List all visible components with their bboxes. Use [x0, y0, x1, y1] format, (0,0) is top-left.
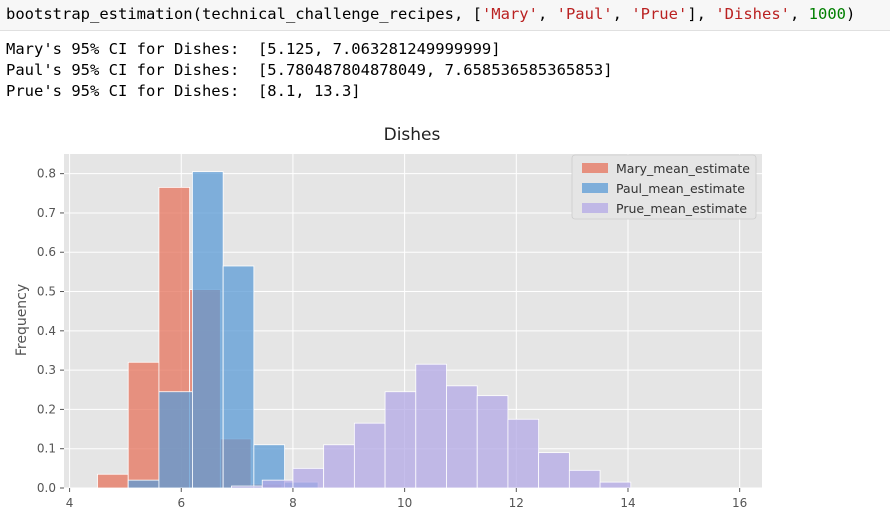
legend-label: Paul_mean_estimate — [616, 181, 745, 196]
cell-output: Mary's 95% CI for Dishes: [5.125, 7.0632… — [6, 39, 613, 102]
legend-label: Mary_mean_estimate — [616, 161, 750, 176]
y-tick-label: 0.2 — [37, 402, 56, 416]
histogram-chart: Dishes 4 6 8 10 12 14 16 0.0 0.1 0.2 0.3 0.4 0.5 0.6 0… — [14, 125, 762, 510]
separator: , — [537, 5, 557, 23]
output-line-mary: Mary's 95% CI for Dishes: [5.125, 7.0632… — [6, 40, 501, 58]
legend-label: Prue_mean_estimate — [616, 201, 747, 216]
histogram-bar-prue-mean-estimate — [261, 479, 294, 489]
histogram-bar-prue-mean-estimate — [384, 391, 417, 489]
x-tick-label: 4 — [66, 496, 74, 510]
legend-swatch — [582, 183, 608, 193]
number-iterations: 1000 — [808, 5, 846, 23]
histogram-bar-prue-mean-estimate — [446, 385, 478, 489]
histogram-bar-paul-mean-estimate — [222, 265, 255, 489]
y-tick-label: 0.6 — [37, 245, 56, 259]
y-tick-label: 0.4 — [37, 324, 56, 338]
x-tick-label: 6 — [177, 496, 185, 510]
string-mary: 'Mary' — [481, 5, 538, 23]
separator: , — [453, 5, 473, 23]
histogram-bar-prue-mean-estimate — [323, 444, 355, 489]
string-paul: 'Paul' — [556, 5, 613, 23]
paren-open: ( — [192, 5, 202, 23]
x-tick-label: 8 — [289, 496, 297, 510]
code-input[interactable]: bootstrap_estimation(technical_challenge… — [6, 4, 855, 24]
output-line-paul: Paul's 95% CI for Dishes: [5.78048780487… — [6, 61, 613, 79]
separator: , — [696, 5, 716, 23]
y-tick-label: 0.0 — [37, 481, 56, 495]
code-cell[interactable]: bootstrap_estimation(technical_challenge… — [0, 0, 890, 31]
histogram-bar-prue-mean-estimate — [231, 485, 263, 489]
histogram-bar-mary-mean-estimate — [97, 473, 129, 489]
histogram-bar-prue-mean-estimate — [292, 467, 325, 489]
bracket-open: [ — [472, 5, 482, 23]
legend-box — [571, 154, 757, 220]
bracket-close: ] — [687, 5, 697, 23]
separator: , — [612, 5, 632, 23]
string-prue: 'Prue' — [631, 5, 688, 23]
histogram-bar-prue-mean-estimate — [415, 363, 447, 489]
separator: , — [789, 5, 809, 23]
y-tick-label: 0.8 — [37, 167, 56, 181]
x-tick-label: 12 — [509, 496, 524, 510]
histogram-bar-mary-mean-estimate — [127, 361, 160, 489]
y-tick-label: 0.1 — [37, 442, 56, 456]
x-tick-label: 10 — [397, 496, 412, 510]
y-tick-label: 0.5 — [37, 285, 56, 299]
y-tick-label: 0.3 — [37, 363, 56, 377]
output-line-prue: Prue's 95% CI for Dishes: [8.1, 13.3] — [6, 82, 361, 100]
function-name: bootstrap_estimation — [6, 5, 193, 23]
histogram-bar-prue-mean-estimate — [568, 469, 601, 489]
histogram-bar-prue-mean-estimate — [507, 418, 540, 489]
histogram-bar-paul-mean-estimate — [158, 391, 193, 489]
string-column: 'Dishes' — [715, 5, 790, 23]
histogram-bar-prue-mean-estimate — [476, 395, 509, 489]
legend-swatch — [582, 163, 608, 173]
x-tick-label: 14 — [620, 496, 635, 510]
histogram-bar-prue-mean-estimate — [353, 422, 386, 489]
x-tick-label: 16 — [732, 496, 747, 510]
arg-variable: technical_challenge_recipes — [201, 5, 454, 23]
paren-close: ) — [845, 5, 856, 23]
legend-swatch — [582, 203, 608, 213]
y-axis-label: Frequency — [14, 284, 30, 356]
histogram-bar-prue-mean-estimate — [599, 481, 632, 489]
chart-title: Dishes — [384, 125, 441, 145]
legend: Mary_mean_estimate Paul_mean_estimate Prue… — [571, 154, 757, 220]
y-tick-label: 0.7 — [37, 206, 56, 220]
histogram-bar-prue-mean-estimate — [538, 452, 570, 489]
histogram-bar-paul-mean-estimate — [127, 479, 160, 489]
histogram-bar-paul-mean-estimate — [192, 171, 224, 489]
